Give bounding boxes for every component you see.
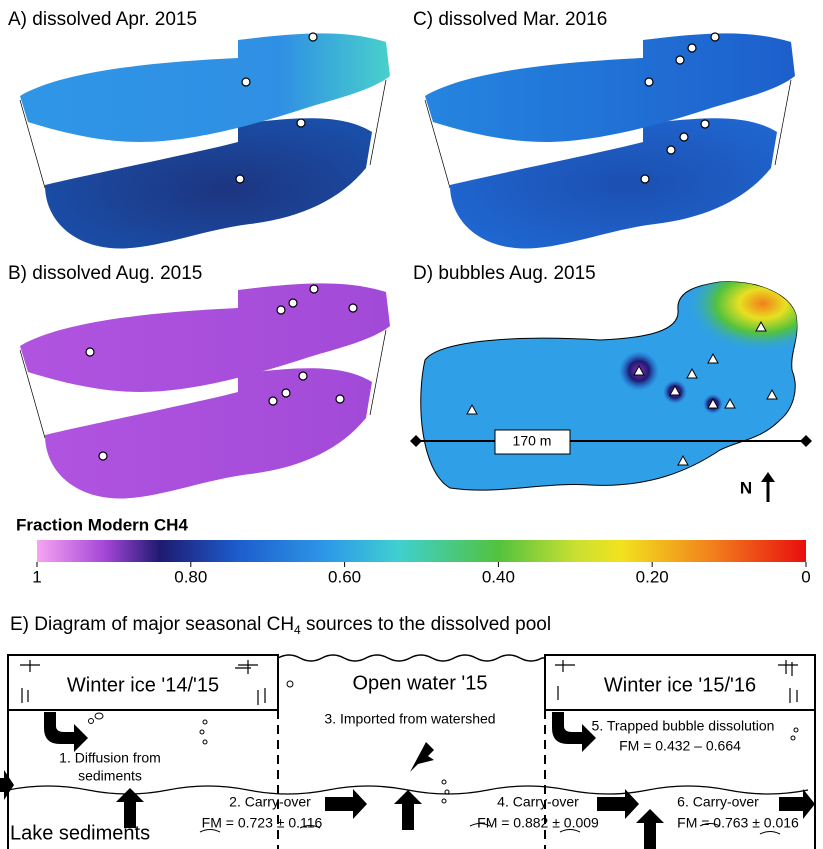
site: [645, 78, 653, 86]
title-suffix: sources to the dissolved pool: [301, 614, 551, 635]
tick-label: 1: [32, 567, 41, 586]
source-label: sediments: [78, 768, 142, 784]
colorbar-title: Fraction Modern CH4: [16, 515, 188, 534]
source-label: 3. Imported from watershed: [324, 711, 495, 727]
site: [99, 452, 107, 460]
site: [711, 33, 719, 41]
site: [701, 120, 709, 128]
site: [688, 44, 696, 52]
fm-value: FM = 0.763 ± 0.016: [677, 815, 799, 831]
fm-value: FM = 0.723 ± 0.116: [202, 815, 323, 831]
panel-label: B) dissolved Aug. 2015: [8, 263, 202, 284]
site: [299, 372, 307, 380]
panel-b: B) dissolved Aug. 2015: [8, 263, 390, 498]
tick-label: 0.40: [482, 567, 515, 586]
north-arrow-head: [761, 472, 775, 482]
source-label: 1. Diffusion from: [59, 750, 161, 766]
site: [86, 348, 94, 356]
site: [289, 299, 297, 307]
season-label: Open water '15: [352, 672, 487, 694]
tick-label: 0.60: [328, 567, 361, 586]
connector: [370, 330, 386, 415]
panel-d: D) bubbles Aug. 2015 170 m N: [410, 263, 812, 502]
scale-label: 170 m: [513, 433, 552, 449]
site: [641, 175, 649, 183]
site: [310, 285, 318, 293]
site: [349, 304, 357, 312]
sediment-label: Lake sediments: [10, 822, 150, 844]
source-label: 5. Trapped bubble dissolution: [592, 718, 775, 734]
fm-value: FM = 0.882 ± 0.009: [477, 815, 599, 831]
panel-c: C) dissolved Mar. 2016: [413, 9, 795, 248]
water-surface: [278, 655, 545, 661]
site: [277, 306, 285, 314]
panel-label: C) dissolved Mar. 2016: [413, 9, 607, 30]
colorbar: Fraction Modern CH4 1 0.80 0.60 0.40 0.20 0: [16, 515, 811, 586]
panel-label: A) dissolved Apr. 2015: [8, 9, 197, 30]
site: [269, 397, 277, 405]
panel-label: D) bubbles Aug. 2015: [413, 263, 596, 284]
north-label: N: [740, 478, 752, 497]
site: [336, 395, 344, 403]
diagram: E) Diagram of major seasonal CH4 sources…: [0, 614, 815, 849]
source-label: 2. Carry-over: [229, 794, 311, 810]
fm-value: FM = 0.432 – 0.664: [619, 738, 741, 754]
panel-a: A) dissolved Apr. 2015: [8, 9, 390, 248]
site: [309, 33, 317, 41]
figure: A) dissolved Apr. 2015 C) dissolved Mar.…: [0, 0, 823, 849]
site: [236, 175, 244, 183]
colorbar-ramp: [37, 540, 806, 562]
site: [297, 119, 305, 127]
tick-label: 0.80: [174, 567, 207, 586]
scale-end: [410, 435, 422, 447]
season-label: Winter ice '15/'16: [604, 674, 756, 696]
site: [676, 56, 684, 64]
site: [242, 78, 250, 86]
site: [667, 146, 675, 154]
title-text: E) Diagram of major seasonal CH: [10, 614, 294, 635]
tick-label: 0.20: [636, 567, 669, 586]
source-label: 4. Carry-over: [497, 794, 579, 810]
scale-end: [800, 435, 812, 447]
site: [282, 389, 290, 397]
site: [680, 133, 688, 141]
source-label: 6. Carry-over: [677, 794, 759, 810]
diagram-title: E) Diagram of major seasonal CH4 sources…: [10, 614, 551, 637]
connector: [370, 80, 386, 165]
tick-label: 0: [801, 567, 810, 586]
season-label: Winter ice '14/'15: [67, 674, 219, 696]
connector: [775, 80, 791, 165]
